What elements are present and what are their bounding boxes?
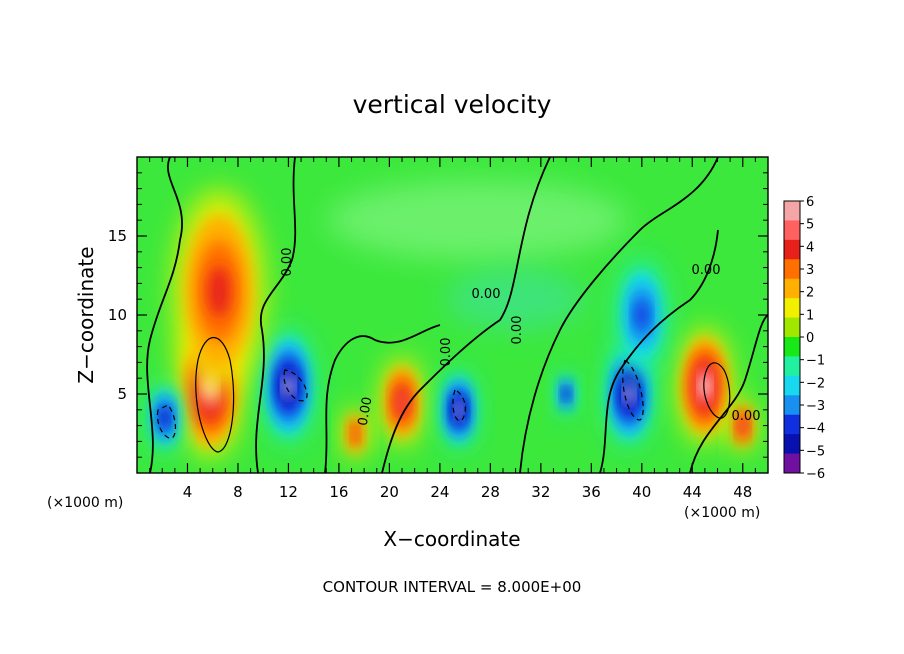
colorbar-tick-label: 2 bbox=[806, 286, 814, 301]
x-tick-label: 48 bbox=[733, 483, 752, 501]
field-feature-2 bbox=[262, 327, 315, 445]
zero-contour-6 bbox=[689, 314, 768, 473]
x-tick-label: 8 bbox=[233, 483, 243, 501]
x-axis-ticks: 4 8 12 16 20 24 28 32 36 40 44 48 bbox=[149, 157, 756, 501]
colorbar-swatch bbox=[784, 278, 800, 299]
x-unit-right: (×1000 m) bbox=[684, 505, 760, 521]
field-feature-4-band-4 bbox=[397, 392, 407, 411]
colorbar-swatch bbox=[784, 453, 800, 474]
x-tick-label: 44 bbox=[683, 483, 702, 501]
zero-contour-1 bbox=[255, 157, 297, 473]
x-axis-title: X−coordinate bbox=[383, 527, 520, 551]
colorbar-tick-label: −3 bbox=[806, 399, 825, 414]
contour-label-3: 0.00 bbox=[472, 287, 501, 302]
inner-contour-0 bbox=[195, 337, 235, 453]
contour-label-2: 0.00 bbox=[439, 338, 454, 367]
field-feature-2-band-5 bbox=[284, 376, 293, 396]
y-tick-label: 5 bbox=[117, 385, 127, 403]
contour-label-6: 0.00 bbox=[732, 409, 761, 424]
field-patch-upper bbox=[327, 180, 628, 261]
field-feature-5-band-5 bbox=[455, 403, 462, 417]
colorbar-tick-label: 5 bbox=[806, 218, 814, 233]
x-tick-label: 12 bbox=[279, 483, 298, 501]
contour-label-1: 0.00 bbox=[356, 396, 376, 427]
field-feature-4 bbox=[381, 356, 423, 448]
field-feature-10 bbox=[615, 256, 669, 374]
field-feature-5 bbox=[440, 369, 477, 451]
colorbar-swatch bbox=[784, 356, 800, 377]
colorbar-swatch bbox=[784, 220, 800, 241]
contour-label-4: 0.00 bbox=[510, 316, 525, 345]
colorbar-tick-label: 0 bbox=[806, 331, 814, 346]
field-feature-8-band-5 bbox=[700, 376, 710, 396]
x-tick-label: 24 bbox=[430, 483, 449, 501]
field-feature-8 bbox=[678, 327, 732, 445]
colorbar-swatch bbox=[784, 434, 800, 455]
field-feature-9 bbox=[730, 398, 755, 453]
x-tick-label: 20 bbox=[380, 483, 399, 501]
colorbar-swatch bbox=[784, 298, 800, 319]
zero-contour-3 bbox=[381, 157, 551, 473]
field-feature-1-band-4 bbox=[161, 410, 168, 425]
field-feature-11-band-3 bbox=[207, 265, 231, 317]
field-feature-9-band-4 bbox=[739, 420, 746, 432]
colorbar-swatch bbox=[784, 239, 800, 260]
zero-contour-0 bbox=[146, 157, 183, 473]
plot-area: 0.00 0.00 0.00 0.00 0.00 0.00 0.00 bbox=[137, 157, 768, 473]
field-feature-11 bbox=[173, 189, 265, 393]
colorbar-swatch bbox=[784, 201, 800, 221]
colorbar-tick-label: −6 bbox=[806, 467, 825, 482]
contour-label-5: 0.00 bbox=[692, 263, 721, 278]
zero-contour-5 bbox=[599, 229, 719, 473]
colorbar-tick-label: 3 bbox=[806, 263, 814, 278]
zero-contour-2 bbox=[324, 324, 441, 473]
x-unit-left: (×1000 m) bbox=[47, 495, 123, 511]
y-axis-ticks: 5 10 15 bbox=[108, 172, 768, 458]
field-feature-6-band-4 bbox=[563, 389, 570, 399]
colorbar-swatch bbox=[784, 375, 800, 396]
x-tick-label: 36 bbox=[582, 483, 601, 501]
contour-label-0: 0.00 bbox=[280, 248, 295, 277]
zero-contours: 0.00 0.00 0.00 0.00 0.00 0.00 0.00 bbox=[146, 157, 768, 473]
negative-contour-0 bbox=[156, 404, 177, 439]
contour-interval-label: CONTOUR INTERVAL = 8.000E+00 bbox=[323, 578, 582, 596]
negative-contour-1 bbox=[283, 369, 308, 402]
colorbar-swatch bbox=[784, 337, 800, 357]
colorbar-swatch bbox=[784, 259, 800, 280]
colorbar-swatch bbox=[784, 395, 800, 416]
colorbar-tick-label: −1 bbox=[806, 354, 825, 369]
y-tick-label: 10 bbox=[108, 306, 127, 324]
x-tick-label: 40 bbox=[632, 483, 651, 501]
colorbar-tick-label: 6 bbox=[806, 195, 814, 210]
negative-contour-2 bbox=[452, 389, 466, 422]
colorbar-swatch bbox=[784, 414, 800, 435]
x-tick-label: 16 bbox=[329, 483, 348, 501]
velocity-field bbox=[148, 180, 755, 461]
negative-contour-3 bbox=[622, 359, 644, 421]
x-tick-label: 4 bbox=[183, 483, 193, 501]
zero-contour-4 bbox=[519, 157, 719, 473]
colorbar-swatch bbox=[784, 317, 800, 338]
field-patch-mid bbox=[445, 269, 586, 330]
y-axis-title: Z−coordinate bbox=[74, 246, 98, 383]
colorbar-tick-label: 4 bbox=[806, 240, 814, 255]
x-tick-label: 28 bbox=[481, 483, 500, 501]
field-feature-6 bbox=[555, 371, 577, 417]
chart-title: vertical velocity bbox=[353, 90, 552, 119]
colorbar-tick-label: −2 bbox=[806, 376, 825, 391]
x-tick-label: 32 bbox=[531, 483, 550, 501]
colorbar: 6 5 4 3 2 1 0 −1 −2 −3 −4 −5 −6 bbox=[783, 195, 825, 482]
field-feature-3-band-3 bbox=[352, 426, 359, 441]
field-feature-3 bbox=[343, 406, 368, 461]
field-feature-7-band-5 bbox=[625, 384, 634, 404]
field-feature-10-band-3 bbox=[635, 300, 649, 330]
colorbar-tick-label: −4 bbox=[806, 422, 825, 437]
y-tick-label: 15 bbox=[108, 227, 127, 245]
colorbar-tick-label: 1 bbox=[806, 308, 814, 323]
field-feature-1 bbox=[148, 381, 181, 454]
inner-contour-1 bbox=[703, 362, 731, 419]
colorbar-tick-label: −5 bbox=[806, 444, 825, 459]
